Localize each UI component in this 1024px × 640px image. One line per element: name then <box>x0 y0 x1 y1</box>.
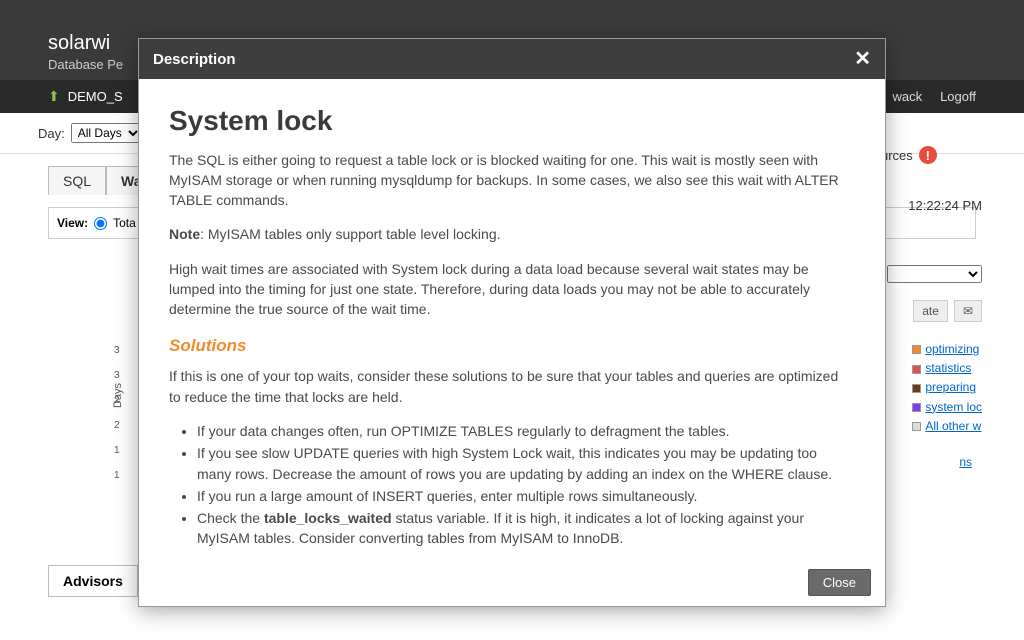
modal-body: System lock The SQL is either going to r… <box>139 79 877 559</box>
nav-link-logoff[interactable]: Logoff <box>940 89 976 104</box>
nav-link-wack[interactable]: wack <box>892 89 922 104</box>
modal-heading: System lock <box>169 101 847 142</box>
legend-statistics[interactable]: statistics <box>925 361 971 375</box>
y-axis-ticks: 3 3 2 2 1 1 <box>114 338 120 488</box>
solutions-intro: If this is one of your top waits, consid… <box>169 366 847 407</box>
modal-note: Note: MyISAM tables only support table l… <box>169 224 847 244</box>
legend-preparing[interactable]: preparing <box>925 380 976 394</box>
modal-p1: The SQL is either going to request a tab… <box>169 150 847 211</box>
legend-systemlock[interactable]: system loc <box>925 400 982 414</box>
solution-item: If you see slow UPDATE queries with high… <box>197 443 847 484</box>
chart-legend: optimizing statistics preparing system l… <box>912 340 982 436</box>
y-axis-label: Days <box>112 383 124 408</box>
resources-panel: urces ! <box>881 146 986 164</box>
modal-footer: Close <box>139 559 885 606</box>
tab-advisors[interactable]: Advisors <box>48 565 138 597</box>
ate-button[interactable]: ate <box>913 300 948 322</box>
close-button[interactable]: Close <box>808 569 871 596</box>
description-modal: Description ✕ System lock The SQL is eit… <box>138 38 886 607</box>
mail-icon[interactable]: ✉ <box>954 300 982 322</box>
view-radio-total[interactable] <box>94 217 107 230</box>
solution-item: If your data changes often, run OPTIMIZE… <box>197 421 847 441</box>
day-select[interactable]: All Days <box>71 123 142 143</box>
view-option-total: Tota <box>113 216 136 230</box>
solutions-heading: Solutions <box>169 334 847 359</box>
solution-item: Check the table_locks_waited status vari… <box>197 508 847 549</box>
modal-p2: High wait times are associated with Syst… <box>169 259 847 320</box>
tab-sql[interactable]: SQL <box>48 166 106 195</box>
view-label: View: <box>57 216 88 230</box>
window-top-bar <box>0 0 1024 28</box>
up-arrow-icon[interactable]: ⬆ <box>48 88 60 105</box>
breadcrumb-demo[interactable]: DEMO_S <box>68 89 123 104</box>
right-select[interactable] <box>887 265 982 283</box>
solution-item: If you run a large amount of INSERT quer… <box>197 486 847 506</box>
timestamp: 12:22:24 PM <box>908 198 982 213</box>
alert-icon[interactable]: ! <box>919 146 937 164</box>
solutions-list: If your data changes often, run OPTIMIZE… <box>197 421 847 549</box>
close-icon[interactable]: ✕ <box>854 49 871 69</box>
modal-header: Description ✕ <box>139 39 885 79</box>
modal-title: Description <box>153 51 236 68</box>
ns-link[interactable]: ns <box>959 455 972 469</box>
legend-optimizing[interactable]: optimizing <box>925 342 979 356</box>
day-label: Day: <box>38 126 65 141</box>
legend-allother[interactable]: All other w <box>925 419 981 433</box>
